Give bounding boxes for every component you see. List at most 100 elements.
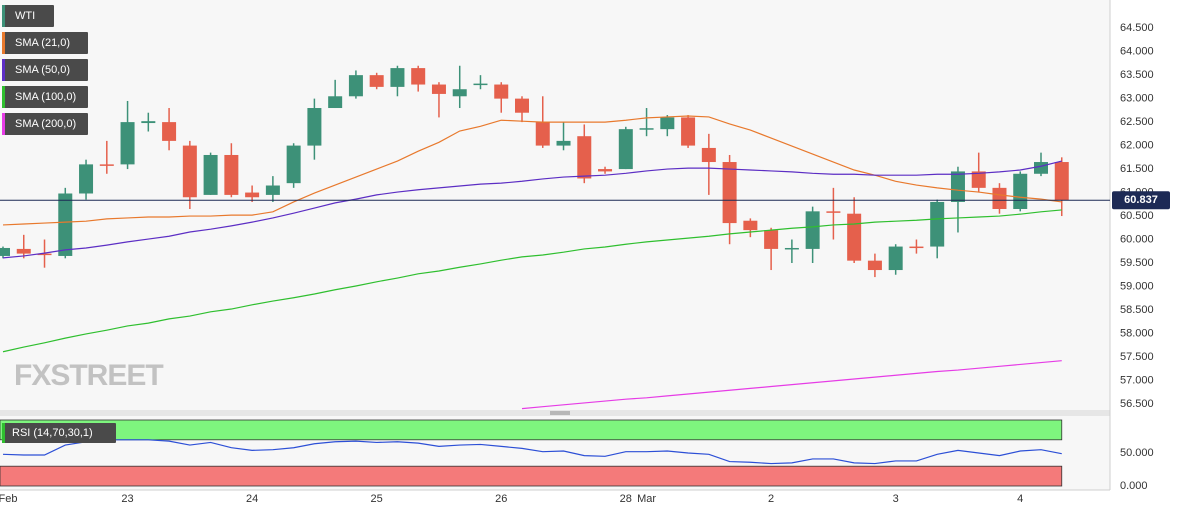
y-tick-label: 59.000	[1120, 280, 1154, 292]
candle-body	[390, 68, 405, 87]
candle-body	[494, 84, 509, 99]
x-tick-label: 26	[495, 493, 507, 505]
legend-label: RSI (14,70,30,1)	[12, 427, 93, 439]
candle-body	[1054, 162, 1069, 201]
candle-body	[535, 122, 550, 146]
candle-body	[618, 129, 633, 170]
y-tick-label: 58.500	[1120, 304, 1154, 316]
x-tick-label: 25	[371, 493, 383, 505]
y-tick-label: 60.500	[1120, 210, 1154, 222]
y-tick-label: 63.500	[1120, 69, 1154, 81]
y-tick-label: 64.000	[1120, 46, 1154, 58]
x-tick-label: 23	[121, 493, 133, 505]
legend: WTI SMA (21,0) SMA (50,0) SMA (100,0) SMA (2…	[2, 5, 116, 443]
candle-body	[826, 211, 841, 213]
legend-swatch	[2, 32, 5, 54]
legend-swatch	[2, 86, 5, 108]
candle-body	[577, 136, 592, 179]
legend-label: WTI	[15, 10, 35, 22]
x-tick-label: 3	[893, 493, 899, 505]
marks	[0, 65, 1110, 487]
x-tick-label: 4	[1017, 493, 1023, 505]
sma-line	[2, 160, 1062, 259]
x-tick-label: 24	[246, 493, 258, 505]
candle-body	[16, 248, 31, 254]
candle-body	[992, 187, 1007, 209]
y-tick-label: 56.500	[1120, 398, 1154, 410]
legend-box	[2, 32, 88, 54]
candle-body	[971, 171, 986, 188]
candle-body	[1013, 173, 1028, 209]
legend-swatch	[2, 423, 5, 443]
candle-body	[431, 84, 446, 94]
rsi-zone	[0, 419, 1063, 441]
panel-divider	[0, 410, 1110, 416]
candle-body	[120, 122, 135, 165]
main-plot-background	[0, 0, 1110, 410]
candle-body	[245, 192, 260, 198]
candle-body	[743, 220, 758, 231]
candle-body	[265, 185, 280, 195]
watermark-layer: FXSTREET	[14, 359, 164, 392]
legend-box	[2, 59, 88, 81]
candle-body	[660, 117, 675, 130]
candle-body	[909, 246, 924, 249]
candle-body	[162, 122, 177, 141]
candle-body	[473, 83, 488, 86]
candle-body	[328, 96, 343, 109]
legend-swatch	[2, 5, 5, 27]
y-tick-label: 57.000	[1120, 374, 1154, 386]
x-tick-label: Mar	[637, 493, 656, 505]
candle-body	[805, 211, 820, 249]
legend-box	[2, 86, 88, 108]
legend-label: SMA (100,0)	[15, 91, 76, 103]
y-tick-label: 60.000	[1120, 233, 1154, 245]
candle-body	[556, 140, 571, 146]
x-tick-label: 28	[620, 493, 632, 505]
candle-body	[764, 230, 779, 249]
legend-box	[2, 5, 54, 27]
y-tick-label: 59.500	[1120, 257, 1154, 269]
candle-body	[930, 201, 945, 247]
legend-swatch	[2, 59, 5, 81]
candle-body	[37, 253, 52, 256]
y-tick-label: 58.000	[1120, 327, 1154, 339]
legend-box	[2, 423, 116, 443]
candle-body	[888, 246, 903, 271]
sma-line	[2, 115, 1062, 226]
candle-body	[452, 89, 467, 97]
candle-body	[681, 117, 696, 146]
candle-body	[784, 247, 799, 250]
legend-label: SMA (50,0)	[15, 64, 70, 76]
candle-body	[203, 154, 218, 195]
last-price-badge	[1112, 191, 1170, 210]
y-tick-label: 61.500	[1120, 163, 1154, 175]
legend-label: SMA (21,0)	[15, 37, 70, 49]
candle-body	[639, 128, 654, 130]
candle-body	[950, 171, 965, 202]
candle-body	[99, 164, 114, 166]
legend-label: SMA (200,0)	[15, 118, 76, 130]
y-tick-label: 64.500	[1120, 22, 1154, 34]
candle-body	[58, 193, 73, 256]
rsi-zone	[0, 465, 1063, 487]
candle-body	[348, 75, 363, 97]
y-tick-label: 57.500	[1120, 351, 1154, 363]
sma-line	[2, 209, 1062, 353]
legend-box	[2, 113, 88, 135]
y-tick-label: 50.000	[1120, 447, 1154, 459]
watermark: FXSTREET	[14, 359, 163, 392]
candle-body	[411, 68, 426, 85]
candle-body	[369, 75, 384, 87]
y-tick-label: 62.500	[1120, 116, 1154, 128]
candle-body	[307, 108, 322, 146]
x-tick-label: Feb	[0, 493, 17, 505]
candle-body	[1034, 162, 1048, 174]
candle-body	[598, 169, 613, 172]
candle-body	[0, 247, 10, 256]
candle-body	[141, 121, 156, 124]
y-tick-label: 0.000	[1120, 480, 1148, 492]
candle-body	[286, 145, 301, 184]
candle-body	[182, 145, 197, 198]
